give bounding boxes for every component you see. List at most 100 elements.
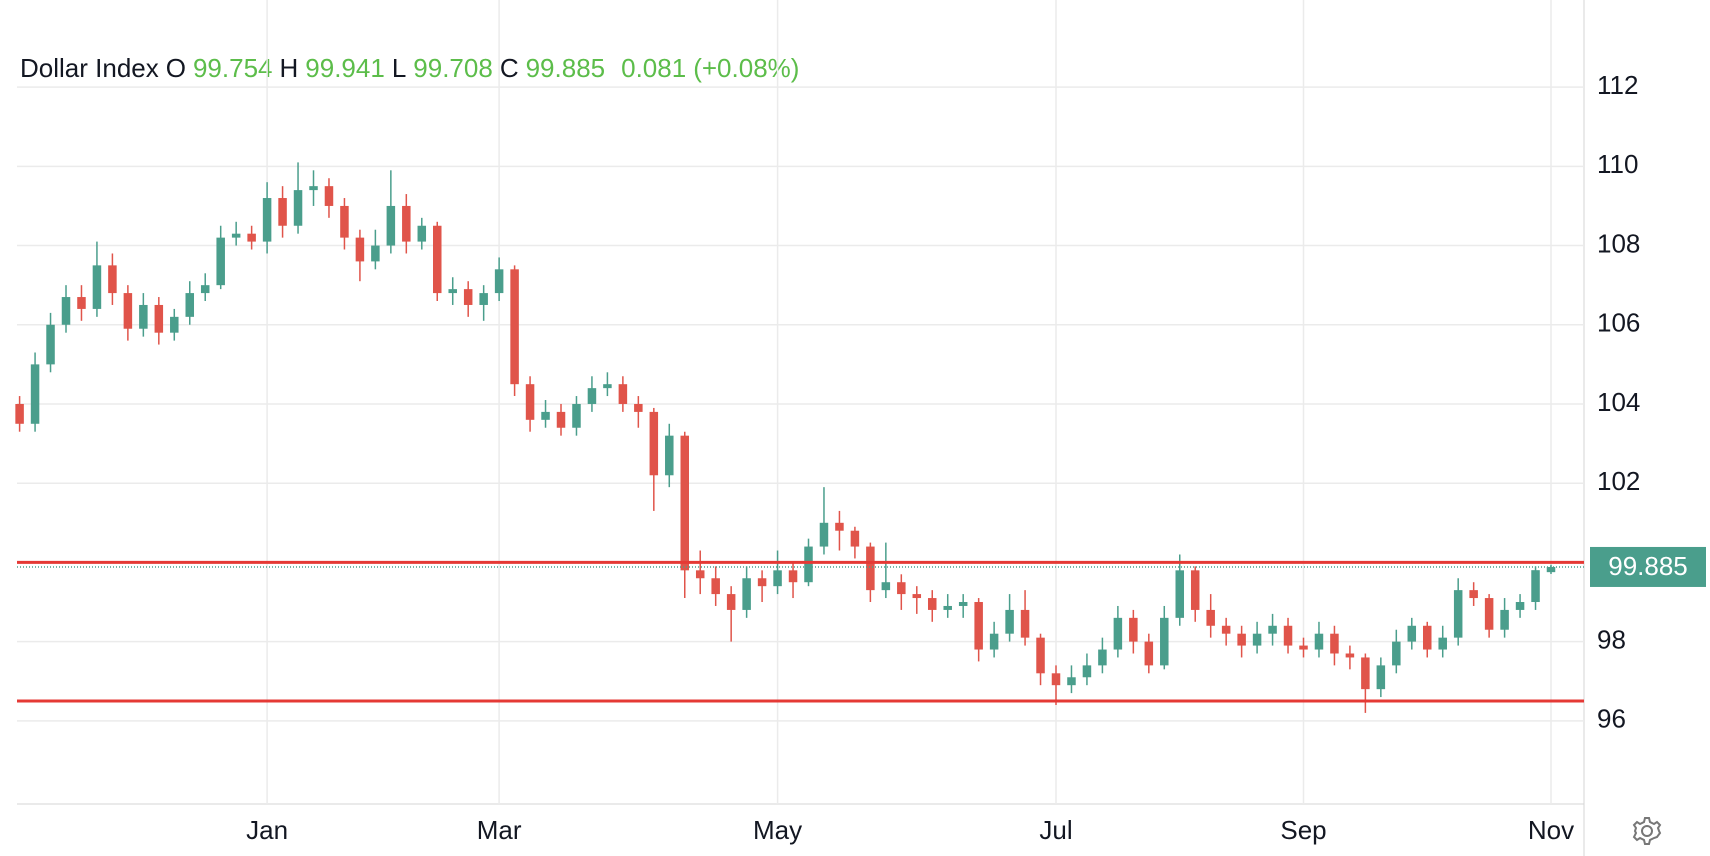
candle-body xyxy=(1515,602,1525,610)
candle-body xyxy=(773,570,782,587)
change-value: 0.081 xyxy=(621,53,686,83)
candle-body xyxy=(417,225,427,242)
candle-body xyxy=(1082,665,1092,678)
x-tick-label: Mar xyxy=(477,815,522,845)
candle-body xyxy=(216,237,225,286)
candles xyxy=(15,162,1556,713)
candle-body xyxy=(200,285,210,294)
candle-body xyxy=(386,205,396,246)
candle-body xyxy=(1376,665,1386,690)
candle-body xyxy=(355,237,365,262)
ohlc-value: 99.941 xyxy=(305,53,385,83)
header: Dollar Index O 99.754 H 99.941 L 99.708 C 99.885… xyxy=(20,53,799,83)
candle-body xyxy=(572,403,581,428)
candle-body xyxy=(912,594,922,599)
candle-body xyxy=(231,233,241,238)
candle-body xyxy=(541,411,550,420)
candle-body xyxy=(1067,677,1076,686)
candle-body xyxy=(433,225,442,294)
candle-body xyxy=(525,384,535,420)
candle-body xyxy=(958,602,968,606)
candle-body xyxy=(1175,570,1185,618)
candle-body xyxy=(247,233,256,242)
candle-body xyxy=(835,522,844,531)
candle-body xyxy=(77,297,86,309)
y-tick-label: 98 xyxy=(1597,624,1626,654)
ohlc-value: 99.708 xyxy=(413,53,493,83)
candle-body xyxy=(463,289,473,305)
candle-body xyxy=(680,435,690,571)
candle-body xyxy=(1252,633,1262,646)
ohlc-label: L xyxy=(392,53,406,83)
candle-body xyxy=(1422,625,1432,650)
candle-body xyxy=(1500,609,1509,630)
candle-body xyxy=(1020,609,1030,638)
candle-body xyxy=(309,186,318,191)
candle-body xyxy=(479,293,488,305)
candle-body xyxy=(30,364,40,424)
candle-body xyxy=(1283,625,1293,646)
candle-body xyxy=(1051,673,1061,686)
ohlc-value: 99.885 xyxy=(526,53,606,83)
candle-body xyxy=(989,633,999,650)
candle-body xyxy=(1453,590,1463,638)
candle-body xyxy=(1098,649,1107,666)
candle-body xyxy=(494,269,504,294)
candle-body xyxy=(278,198,287,226)
candle-body xyxy=(881,582,891,591)
candle-body xyxy=(108,265,117,294)
candle-body xyxy=(1361,657,1370,690)
candle-body xyxy=(1113,617,1123,650)
settings-icon[interactable] xyxy=(1632,817,1662,845)
candle-body xyxy=(804,546,813,583)
candle-body xyxy=(1129,617,1138,642)
candle-body xyxy=(510,269,519,385)
candle-body xyxy=(634,403,643,412)
candle-body xyxy=(1299,645,1308,650)
instrument-name: Dollar Index xyxy=(20,53,159,83)
candle-body xyxy=(556,411,566,428)
candle-body xyxy=(974,602,983,650)
candle-body xyxy=(61,297,71,325)
candle-body xyxy=(154,304,164,333)
candle-body xyxy=(123,293,133,329)
candle-body xyxy=(324,186,334,206)
y-tick-label: 110 xyxy=(1597,149,1638,179)
candle-body xyxy=(695,570,705,579)
candle-body xyxy=(665,435,674,476)
candle-body xyxy=(1206,609,1215,626)
candle-body xyxy=(1144,641,1154,666)
candle-body xyxy=(15,403,24,424)
candle-body xyxy=(1345,653,1355,658)
candle-body xyxy=(742,578,751,610)
candle-body xyxy=(649,411,659,476)
candle-body xyxy=(726,594,736,610)
candle-body xyxy=(788,570,798,583)
y-tick-label: 104 xyxy=(1597,387,1640,417)
x-tick-label: Jan xyxy=(246,815,288,845)
candle-body xyxy=(866,546,875,591)
candle-body xyxy=(139,304,148,329)
candle-body xyxy=(1484,598,1494,630)
candle-body xyxy=(1221,625,1231,634)
candle-body xyxy=(402,205,411,242)
candle-body xyxy=(927,598,937,610)
candle-body xyxy=(757,578,767,587)
candle-body xyxy=(1469,590,1478,599)
ohlc-label: C xyxy=(500,53,519,83)
ohlc-label: H xyxy=(280,53,299,83)
candle-body xyxy=(170,316,179,333)
header-text: Dollar Index O 99.754 H 99.941 L 99.708 C 99.885… xyxy=(20,53,799,83)
candle-body xyxy=(1036,637,1045,674)
candle-body xyxy=(1546,566,1556,573)
x-tick-label: Jul xyxy=(1039,815,1072,845)
x-tick-label: May xyxy=(753,815,802,845)
candle-body xyxy=(1407,625,1417,642)
candle-body xyxy=(46,324,55,365)
y-tick-label: 96 xyxy=(1597,704,1626,734)
candle-body xyxy=(371,245,380,262)
candle-body xyxy=(1005,609,1014,634)
candle-body xyxy=(1392,641,1401,666)
